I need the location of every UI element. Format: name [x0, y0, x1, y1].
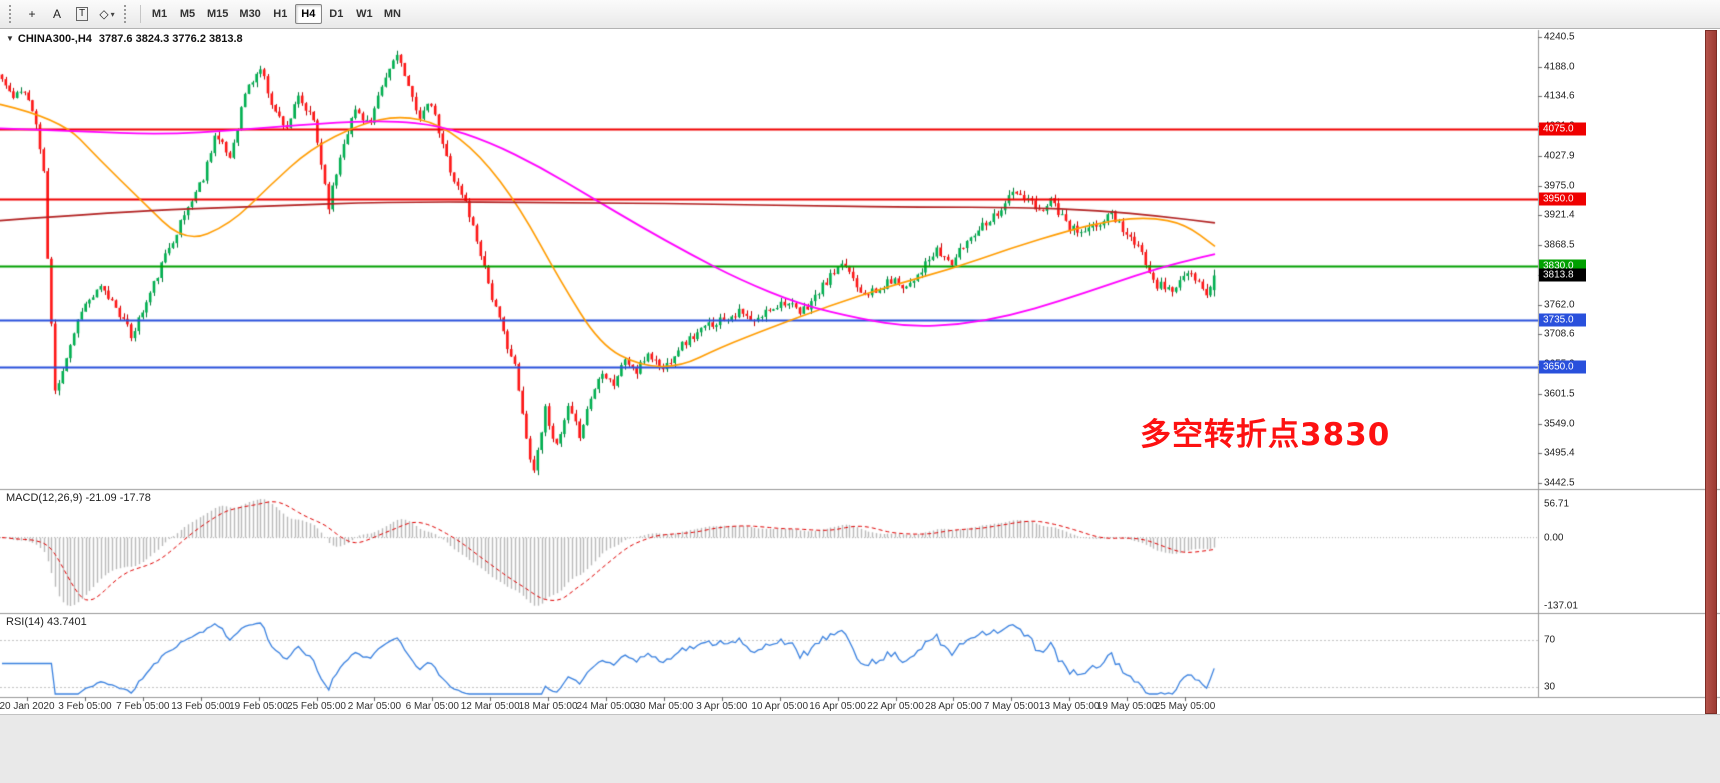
rsi-level-30-label: 30 — [1544, 681, 1556, 693]
price-axis-label: 3868.5 — [1544, 239, 1575, 251]
price-axis-label: 4240.5 — [1544, 31, 1575, 43]
toolbar-separator — [140, 5, 141, 23]
price-line-label-4075.0: 4075.0 — [1539, 122, 1586, 136]
time-axis-label: 25 May 05:00 — [1154, 701, 1216, 712]
time-axis-label: 6 Mar 05:00 — [405, 701, 459, 712]
price-axis-label: 3762.0 — [1544, 299, 1575, 311]
text-annotation-tool-button[interactable]: A — [45, 3, 69, 25]
timeframe-button-m15[interactable]: M15 — [202, 4, 233, 24]
time-axis-label: 7 May 05:00 — [983, 701, 1039, 712]
price-axis-label: 3442.5 — [1544, 477, 1575, 489]
time-axis-label: 13 May 05:00 — [1038, 701, 1100, 712]
timeframe-button-m5[interactable]: M5 — [174, 4, 201, 24]
chevron-down-icon: ▾ — [110, 9, 115, 19]
time-axis-label: 3 Apr 05:00 — [696, 701, 748, 712]
timeframe-button-mn[interactable]: MN — [379, 4, 406, 24]
shapes-icon: ◇ — [99, 7, 109, 21]
timeframe-button-d1[interactable]: D1 — [323, 4, 350, 24]
text-label-icon: T — [75, 7, 89, 21]
price-line-label-3950.0: 3950.0 — [1539, 192, 1586, 206]
price-axis-label: 3495.4 — [1544, 447, 1575, 459]
toolbar-grip-handle[interactable] — [124, 5, 130, 23]
collapse-triangle-icon[interactable]: ▼ — [6, 34, 14, 43]
price-line-label-3650.0: 3650.0 — [1539, 360, 1586, 374]
chart-ohlc-values: 3787.6 3824.3 3776.2 3813.8 — [98, 33, 243, 45]
time-axis-label: 24 Mar 05:00 — [576, 701, 636, 712]
time-axis-label: 13 Feb 05:00 — [171, 701, 231, 712]
macd-scale-min-label: -137.01 — [1544, 600, 1578, 612]
time-axis-label: 22 Apr 05:00 — [867, 701, 924, 712]
timeframe-button-m30[interactable]: M30 — [234, 4, 265, 24]
time-axis-label: 18 Mar 05:00 — [518, 701, 578, 712]
timeframe-button-h4[interactable]: H4 — [294, 4, 322, 24]
price-axis-label: 3549.0 — [1544, 418, 1575, 430]
timeframe-buttons-group: M1 M5 M15 M30 H1 H4 D1 W1 MN — [146, 4, 406, 24]
time-axis-label: 25 Feb 05:00 — [287, 701, 346, 712]
time-axis-label: 30 Mar 05:00 — [634, 701, 694, 712]
time-axis-label: 20 Jan 2020 — [0, 701, 55, 712]
time-axis-label: 19 May 05:00 — [1096, 701, 1158, 712]
macd-indicator-label: MACD(12,26,9) -21.09 -17.78 — [6, 492, 151, 504]
price-axis-label: 3975.0 — [1544, 180, 1575, 192]
macd-scale-zero-label: 0.00 — [1544, 532, 1564, 544]
timeframe-button-m1[interactable]: M1 — [146, 4, 173, 24]
time-axis-label: 2 Mar 05:00 — [347, 701, 402, 712]
current-price-label: 3813.8 — [1539, 268, 1586, 282]
shapes-tool-button[interactable]: ◇ ▾ — [95, 3, 119, 25]
toolbar-grip-handle[interactable] — [9, 5, 15, 23]
time-axis-label: 7 Feb 05:00 — [116, 701, 170, 712]
chart-annotation-text[interactable]: 多空转折点3830 — [1140, 417, 1391, 453]
price-axis-label: 3601.5 — [1544, 388, 1575, 400]
time-axis-label: 10 Apr 05:00 — [751, 701, 809, 712]
price-axis-label: 4027.9 — [1544, 150, 1575, 162]
time-axis-label: 19 Feb 05:00 — [229, 701, 289, 712]
price-axis-label: 4188.0 — [1544, 61, 1575, 73]
macd-scale-max-label: 56.71 — [1544, 498, 1570, 510]
text-label-tool-button[interactable]: T — [70, 3, 94, 25]
window-bottom-area — [0, 714, 1720, 783]
price-axis-label: 4134.6 — [1544, 90, 1575, 102]
time-axis-label: 3 Feb 05:00 — [58, 701, 112, 712]
crosshair-icon: + — [28, 7, 36, 21]
drawing-tools-group: + A T ◇ ▾ — [20, 3, 119, 25]
time-axis-label: 16 Apr 05:00 — [809, 701, 866, 712]
price-axis-label: 3921.4 — [1544, 209, 1575, 221]
main-toolbar: + A T ◇ ▾ M1 M5 M15 M30 H1 H4 D1 W1 MN — [0, 0, 1720, 29]
timeframe-button-w1[interactable]: W1 — [351, 4, 378, 24]
rsi-level-70-label: 70 — [1544, 634, 1556, 646]
timeframe-button-h1[interactable]: H1 — [267, 4, 294, 24]
text-annotation-icon: A — [52, 7, 61, 21]
chart-title: ▼ CHINA300-,H4 3787.6 3824.3 3776.2 3813.8 — [6, 33, 243, 45]
time-axis-label: 28 Apr 05:00 — [925, 701, 982, 712]
rsi-indicator-label: RSI(14) 43.7401 — [6, 616, 87, 628]
crosshair-tool-button[interactable]: + — [20, 3, 44, 25]
chart-symbol-period: CHINA300-,H4 — [17, 33, 92, 45]
vertical-scrollbar[interactable] — [1705, 30, 1717, 714]
time-axis-label: 12 Mar 05:00 — [460, 701, 520, 712]
price-axis-label: 3708.6 — [1544, 328, 1575, 340]
price-line-label-3735.0: 3735.0 — [1539, 313, 1586, 327]
